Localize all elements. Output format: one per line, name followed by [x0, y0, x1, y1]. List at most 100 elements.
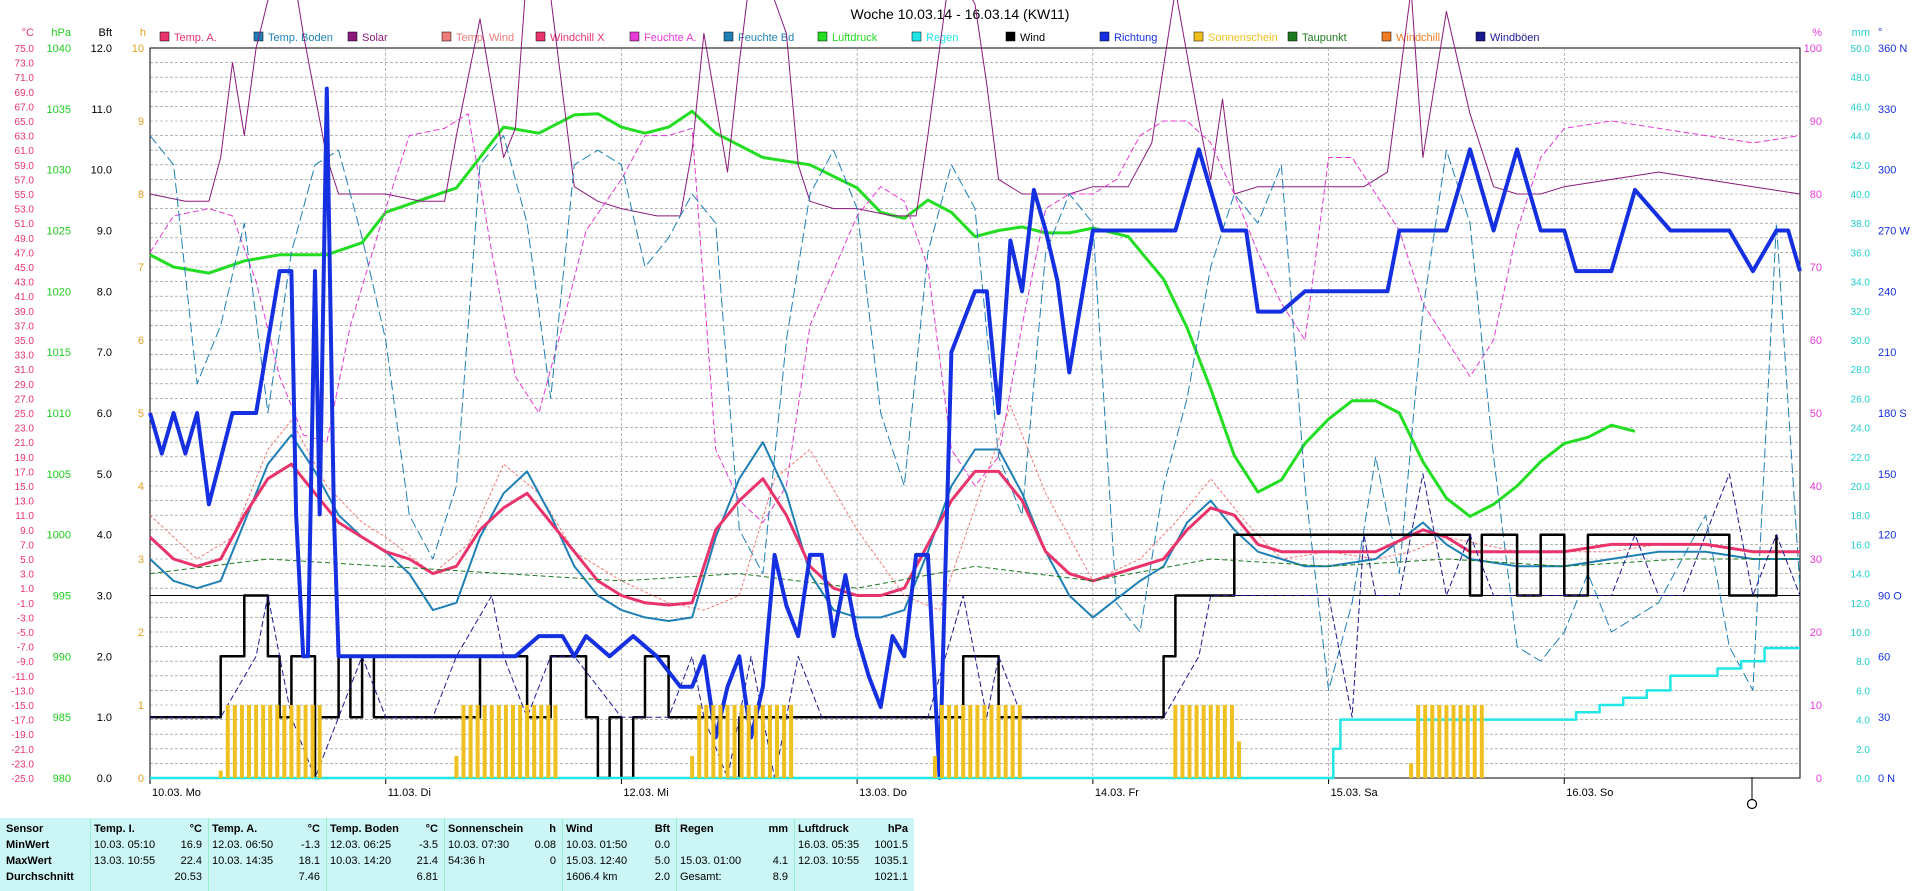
- x-tick-label: 12.03. Mi: [623, 787, 668, 799]
- sun-bar: [760, 705, 765, 778]
- sun-bar: [1215, 705, 1220, 778]
- axis-tick-temp: -15.0: [11, 701, 34, 712]
- axis-tick-direction: 120: [1878, 530, 1896, 542]
- sun-bar: [296, 705, 301, 778]
- axis-unit-humidity: %: [1812, 27, 1822, 39]
- sun-bar: [239, 705, 244, 778]
- axis-tick-temp: 3.0: [20, 570, 34, 581]
- sun-bar: [1201, 705, 1206, 778]
- axis-tick-wind: 12.0: [91, 43, 112, 55]
- stats-header-sensor: Sensor: [6, 823, 44, 835]
- sun-bar: [1479, 705, 1484, 778]
- axis-tick-temp: 27.0: [15, 394, 35, 405]
- stats-value: 0: [549, 855, 556, 867]
- axis-unit-pressure: hPa: [51, 27, 71, 39]
- sun-bar: [775, 705, 779, 778]
- legend-label: Temp. A.: [174, 32, 217, 44]
- stats-value: 21.4: [416, 855, 438, 867]
- sun-bar: [553, 705, 558, 778]
- sun-bar: [718, 705, 723, 778]
- axis-tick-temp: 33.0: [15, 351, 35, 362]
- axis-tick-temp: -3.0: [17, 613, 35, 624]
- axis-tick-sun: 6: [138, 335, 144, 347]
- stats-time: 10.03. 07:30: [448, 839, 510, 851]
- stats-unit: Bft: [654, 823, 670, 835]
- stats-time: 1606.4 km: [566, 871, 618, 883]
- stats-time: 12.03. 06:50: [212, 839, 274, 851]
- sun-bar: [532, 705, 537, 778]
- sun-bar: [275, 705, 280, 778]
- series-line-windb-en: [150, 473, 1801, 779]
- axis-tick-direction: 360 N: [1878, 43, 1907, 55]
- stats-value: 22.4: [180, 855, 202, 867]
- axis-tick-wind: 10.0: [91, 165, 112, 177]
- axis-tick-humidity: 100: [1804, 43, 1822, 55]
- chart-canvas: Woche 10.03.14 - 16.03.14 (KW11) Temp. A.…: [11, 0, 1910, 810]
- stats-unit: hPa: [887, 823, 908, 835]
- axis-tick-temp: 43.0: [15, 278, 35, 289]
- axis-tick-wind: 0.0: [97, 773, 112, 785]
- stats-header: Wind: [566, 823, 593, 835]
- sun-bar: [1444, 705, 1449, 778]
- axis-tick-temp: 47.0: [15, 248, 35, 259]
- stats-header: Temp. Boden: [330, 823, 399, 835]
- sun-bar: [496, 705, 501, 778]
- stats-row-label: MaxWert: [6, 855, 52, 867]
- sun-bar: [1409, 763, 1414, 778]
- sun-bar: [690, 756, 695, 778]
- axis-unit-direction: °: [1878, 27, 1882, 39]
- legend-label: Solar: [362, 32, 388, 44]
- sun-bar: [1437, 705, 1442, 778]
- stats-value: -1.3: [301, 839, 320, 851]
- sun-bar: [940, 705, 944, 778]
- axis-tick-rain: 26.0: [1851, 394, 1871, 405]
- legend-label: Windchill X: [550, 32, 605, 44]
- axis-tick-temp: 61.0: [15, 146, 35, 157]
- axis-tick-rain: 6.0: [1856, 686, 1870, 697]
- legend-label: Temp. Wind: [456, 32, 514, 44]
- axis-tick-temp: -21.0: [11, 745, 34, 756]
- sun-bar: [1416, 705, 1421, 778]
- legend-swatch: [535, 31, 546, 42]
- sun-bar: [961, 705, 966, 778]
- axis-unit-temp: °C: [22, 27, 34, 39]
- axis-tick-direction: 330: [1878, 104, 1896, 116]
- axis-tick-humidity: 0: [1816, 773, 1822, 785]
- legend-label: Temp. Boden: [268, 32, 333, 44]
- axis-tick-temp: 45.0: [15, 263, 35, 274]
- series-line-temp-a-: [148, 462, 1800, 607]
- legend-label: Windböen: [1490, 32, 1540, 44]
- axis-tick-rain: 30.0: [1851, 336, 1871, 347]
- sun-bar: [539, 705, 544, 778]
- legend-swatch: [347, 31, 358, 42]
- axis-tick-humidity: 70: [1810, 262, 1822, 274]
- sun-bar: [996, 705, 1001, 778]
- axis-tick-temp: -11.0: [12, 672, 34, 683]
- legend-label: Windchill: [1396, 32, 1440, 44]
- stats-col-wind: Wind Bft 10.03. 01:50 0.0 15.03. 12:40 5.0 …: [566, 821, 670, 885]
- axis-tick-sun: 3: [138, 554, 144, 566]
- stats-col-sonnenschein: Sonnenschein h 10.03. 07:30 0.08 54:36 h 0: [448, 821, 556, 885]
- sun-bar: [225, 705, 230, 778]
- axis-tick-humidity: 80: [1810, 189, 1822, 201]
- axis-tick-temp: -9.0: [17, 657, 35, 668]
- axis-tick-rain: 34.0: [1851, 278, 1871, 289]
- legend-label: Feuchte Bd: [738, 32, 794, 44]
- legend-swatch: [1005, 31, 1016, 42]
- axis-tick-temp: 53.0: [15, 205, 35, 216]
- axis-tick-humidity: 20: [1810, 627, 1822, 639]
- axis-tick-temp: 41.0: [15, 292, 35, 303]
- sun-bar: [739, 705, 744, 778]
- stats-unit: °C: [189, 823, 202, 835]
- axis-tick-sun: 10: [132, 43, 144, 55]
- stats-time: 16.03. 05:35: [798, 839, 860, 851]
- axis-tick-rain: 14.0: [1851, 570, 1871, 581]
- sun-bar: [1208, 705, 1213, 778]
- stats-value: 18.1: [298, 855, 320, 867]
- stats-time: 10.03. 14:35: [212, 855, 274, 867]
- x-tick-label: 13.03. Do: [859, 787, 907, 799]
- series-line-feuchte-a-: [149, 113, 1801, 523]
- stats-time: 10.03. 01:50: [566, 839, 628, 851]
- stats-col-temp-i: Temp. I. °C 10.03. 05:10 16.9 13.03. 10:55…: [94, 821, 202, 885]
- sun-bar: [1237, 741, 1241, 778]
